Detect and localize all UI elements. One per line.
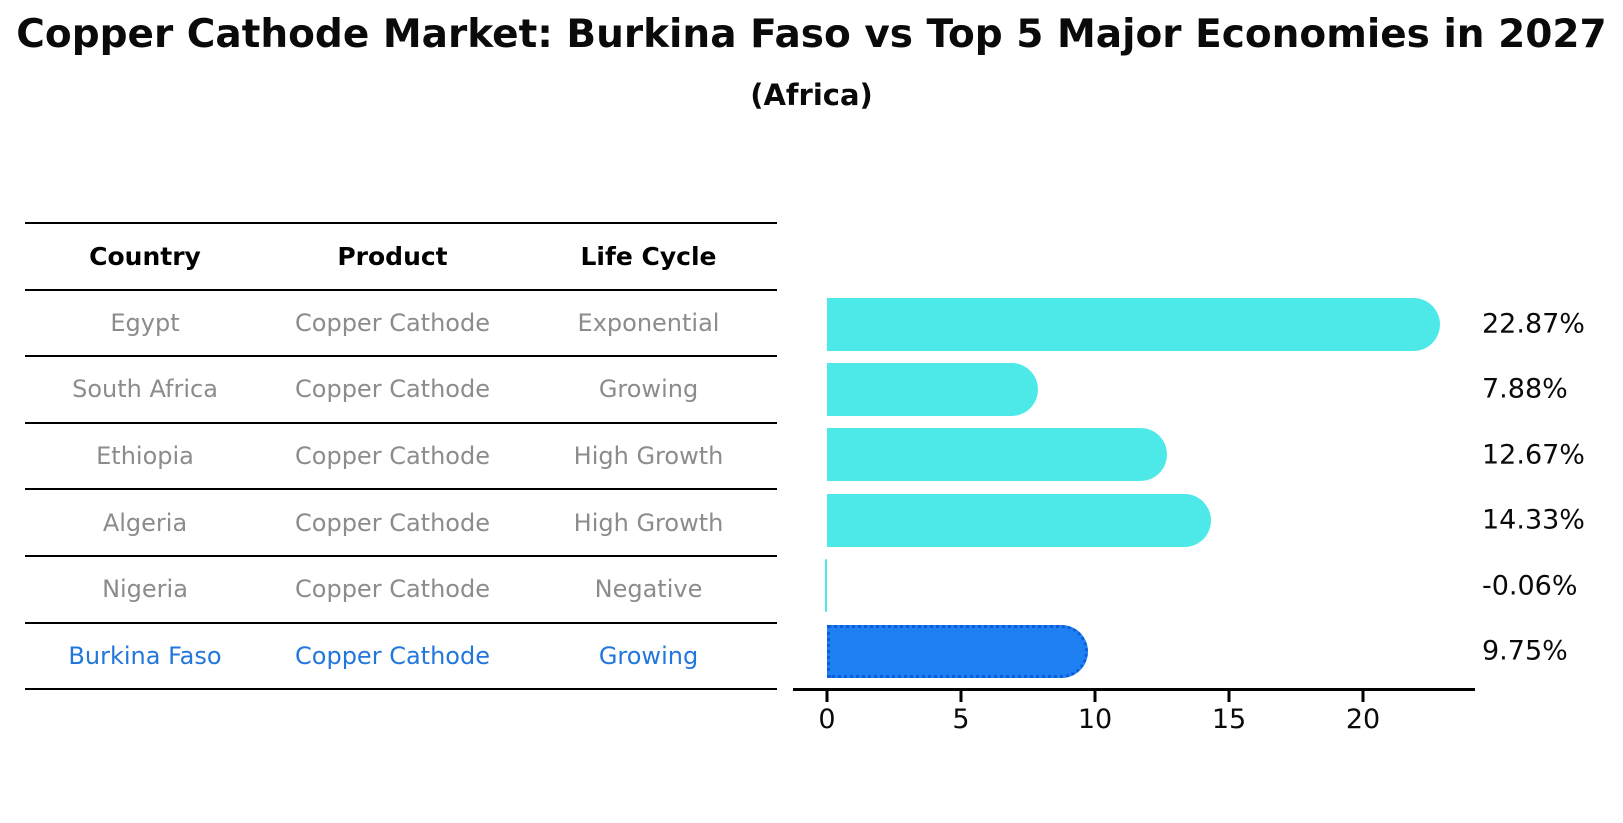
x-axis-tick-label: 5	[952, 704, 970, 735]
cell-life-cycle: Growing	[598, 641, 699, 670]
cell-life-cycle: High Growth	[573, 508, 724, 537]
table-row-egypt: Egypt Copper Cathode Exponential	[25, 291, 777, 358]
page-title: Copper Cathode Market: Burkina Faso vs T…	[16, 12, 1607, 57]
cell-product: Copper Cathode	[295, 575, 490, 604]
table-row-algeria: Algeria Copper Cathode High Growth	[25, 490, 777, 557]
bar-nigeria	[825, 559, 827, 613]
cell-country: Burkina Faso	[68, 641, 222, 670]
bar-value-egypt: 22.87%	[1482, 308, 1585, 340]
cell-country: Egypt	[110, 308, 180, 337]
country-info-table: Country Product Life Cycle Egypt Copper …	[25, 222, 777, 691]
bar-ethiopia	[827, 428, 1167, 482]
cell-life-cycle: Negative	[594, 575, 703, 604]
x-axis-tick-label: 15	[1211, 704, 1247, 735]
x-axis-tick	[1361, 691, 1365, 702]
table-row-burkina-faso: Burkina Faso Copper Cathode Growing	[25, 624, 777, 691]
x-axis-tick	[959, 691, 963, 702]
x-axis-tick	[825, 691, 829, 702]
cell-life-cycle: Exponential	[577, 308, 720, 337]
cell-country: Nigeria	[102, 575, 188, 604]
x-axis-tick-label: 10	[1077, 704, 1113, 735]
x-axis-tick	[1227, 691, 1231, 702]
cell-country: Ethiopia	[96, 442, 194, 471]
table-row-south-africa: South Africa Copper Cathode Growing	[25, 357, 777, 424]
bar-value-ethiopia: 12.67%	[1482, 439, 1585, 471]
bar-algeria	[827, 493, 1212, 547]
cell-life-cycle: High Growth	[573, 442, 724, 471]
cell-product: Copper Cathode	[295, 308, 490, 337]
page-subtitle: (Africa)	[750, 78, 873, 112]
bar-burkina-faso	[827, 624, 1089, 678]
bar-value-nigeria: -0.06%	[1482, 570, 1578, 602]
cell-life-cycle: Growing	[598, 375, 699, 404]
cell-country: South Africa	[72, 375, 218, 404]
cell-product: Copper Cathode	[295, 508, 490, 537]
bar-value-algeria: 14.33%	[1482, 504, 1585, 536]
cell-product: Copper Cathode	[295, 375, 490, 404]
cell-product: Copper Cathode	[295, 442, 490, 471]
column-header-lifecycle: Life Cycle	[580, 241, 717, 271]
x-axis-tick	[1093, 691, 1097, 702]
cell-product: Copper Cathode	[295, 641, 490, 670]
x-axis-line	[793, 688, 1475, 691]
bar-egypt	[827, 297, 1440, 351]
table-header-row: Country Product Life Cycle	[25, 224, 777, 291]
column-header-product: Product	[337, 241, 448, 271]
column-header-country: Country	[89, 241, 201, 271]
x-axis-tick-label: 0	[818, 704, 836, 735]
cell-country: Algeria	[102, 508, 188, 537]
bar-south-africa	[827, 362, 1039, 416]
table-row-nigeria: Nigeria Copper Cathode Negative	[25, 557, 777, 624]
table-row-ethiopia: Ethiopia Copper Cathode High Growth	[25, 424, 777, 491]
bar-value-south-africa: 7.88%	[1482, 373, 1568, 405]
x-axis-tick-label: 20	[1345, 704, 1381, 735]
bar-value-burkina-faso: 9.75%	[1482, 635, 1568, 667]
